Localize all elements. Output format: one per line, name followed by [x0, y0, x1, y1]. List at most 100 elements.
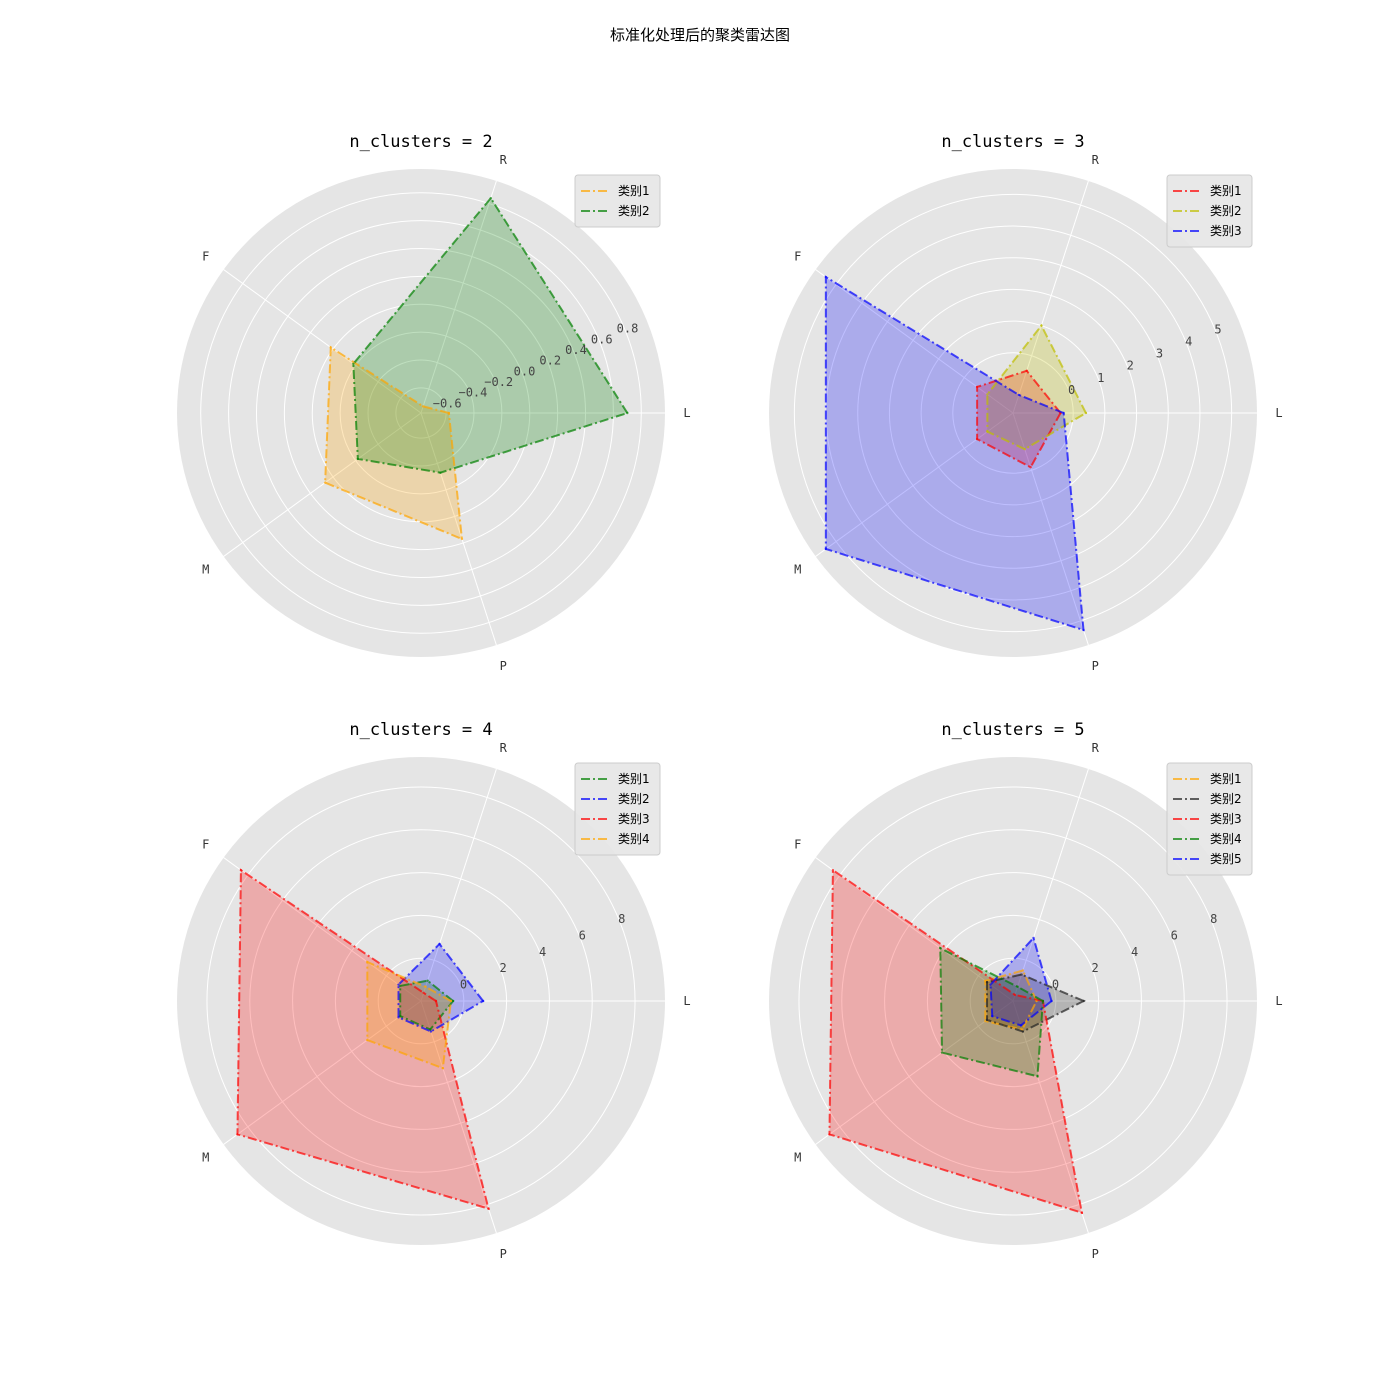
axis-label-f: F: [202, 838, 209, 852]
legend: 类别1 类别2 类别3 类别4 类别5: [1166, 762, 1253, 876]
spoke-m: [815, 1000, 1014, 1145]
series-3-point-p: [1080, 1211, 1083, 1214]
axis-label-p: P: [1092, 659, 1099, 673]
legend-label-2: 类别2: [1210, 204, 1242, 218]
radial-tick-label-6: 0.4: [565, 343, 587, 357]
radial-tick-label-3: −0.2: [484, 375, 513, 389]
series-line-3: [236, 868, 490, 1211]
spoke-f: [815, 857, 1014, 1002]
series-3-point-m: [828, 1133, 831, 1136]
series-line-3: [824, 275, 1085, 632]
legend-label-5: 类别5: [1210, 852, 1242, 866]
spoke-m: [223, 1000, 422, 1145]
axis-label-p: P: [500, 1247, 507, 1261]
series-2-point-r: [489, 196, 492, 200]
series-4-point-p: [441, 1066, 445, 1070]
series-4-point-l: [1041, 999, 1045, 1003]
series-1-point-f: [975, 385, 979, 389]
series-2-point-m: [986, 430, 989, 433]
series-4-point-r: [424, 985, 427, 988]
series-1-point-r: [1021, 969, 1025, 972]
axis-label-m: M: [202, 562, 209, 576]
figure-suptitle: 标准化处理后的聚类雷达图: [610, 26, 790, 44]
series-5-point-r: [1032, 936, 1035, 940]
series-line-1: [976, 369, 1062, 469]
radar-panel-2: L R F M P 0 1 2 3 4 5 n_clusters = 3 类别1 类别2 类别3: [769, 132, 1283, 673]
legend-label-4: 类别4: [1210, 832, 1242, 846]
spoke-m: [815, 412, 1014, 557]
series-2-point-f: [397, 983, 400, 986]
axis-label-m: M: [794, 1150, 801, 1164]
spoke-r: [420, 180, 497, 414]
series-1-point-m: [323, 481, 327, 484]
spoke-p: [1012, 412, 1089, 646]
series-line-2: [397, 942, 485, 1033]
series-2-point-m: [397, 1016, 400, 1019]
series-2-point-p: [429, 1030, 433, 1033]
series-1-point-l: [451, 999, 455, 1003]
series-2-point-r: [1040, 324, 1043, 327]
series-2-point-p: [1021, 1030, 1025, 1033]
series-4-point-m: [366, 1038, 369, 1042]
series-2-point-f: [986, 393, 989, 396]
series-area-3: [829, 870, 1082, 1213]
panel-title: n_clusters = 3: [941, 132, 1084, 152]
spoke-p: [420, 412, 497, 646]
series-1-point-f: [984, 979, 987, 983]
series-2-point-l: [481, 999, 485, 1003]
series-5-point-f: [989, 983, 992, 986]
series-3-point-p: [1082, 628, 1085, 632]
series-4-point-r: [1016, 985, 1019, 988]
radial-tick-label-1: 0: [460, 978, 467, 992]
legend-frame: [574, 762, 661, 856]
axis-label-l: L: [683, 406, 690, 420]
series-line-2: [352, 196, 629, 474]
spoke-f: [815, 269, 1014, 414]
axis-label-f: F: [794, 250, 801, 264]
legend-label-1: 类别1: [1210, 184, 1242, 198]
panel-title: n_clusters = 4: [349, 720, 492, 740]
series-5-point-l: [1050, 999, 1053, 1003]
radial-tick-label-5: 4: [1185, 334, 1192, 348]
series-4-point-l: [449, 999, 453, 1003]
series-1-point-m: [984, 1019, 987, 1023]
axis-label-p: P: [1092, 1247, 1099, 1261]
series-1-point-m: [975, 437, 979, 441]
series-1-point-f: [399, 984, 402, 988]
axis-label-m: M: [202, 1150, 209, 1164]
series-5-point-m: [991, 1014, 994, 1018]
series-area-4: [367, 962, 451, 1069]
series-area-2: [398, 944, 484, 1032]
spoke-r: [1012, 768, 1089, 1002]
radial-tick-label-2: −0.4: [458, 386, 487, 400]
radial-tick-label-3: 4: [1131, 945, 1138, 959]
series-line-4: [939, 946, 1045, 1078]
series-3-point-p: [487, 1207, 490, 1210]
spoke-r: [1012, 180, 1089, 414]
series-2-point-l: [1084, 411, 1088, 415]
radial-tick-label-5: 8: [1210, 912, 1217, 926]
series-3-point-r: [1013, 993, 1017, 997]
panel-title: n_clusters = 2: [349, 132, 492, 152]
legend: 类别1 类别2 类别3: [1166, 174, 1253, 248]
series-area-1: [985, 970, 1037, 1030]
spoke-p: [1012, 1000, 1089, 1234]
radial-tick-label-8: 0.8: [617, 322, 639, 336]
series-4-point-m: [940, 1051, 944, 1054]
series-1-point-r: [421, 405, 425, 408]
spoke-m: [223, 412, 422, 557]
series-1-point-l: [447, 411, 451, 415]
series-line-2: [986, 323, 1088, 451]
series-3-point-f: [239, 868, 243, 872]
radial-tick-label-3: 4: [539, 945, 546, 959]
legend-label-2: 类别2: [618, 204, 650, 218]
axis-label-r: R: [500, 741, 508, 755]
series-2-point-p: [1023, 447, 1026, 451]
series-2-point-l: [626, 411, 629, 415]
legend-frame: [1166, 762, 1253, 876]
series-2-point-l: [1082, 999, 1085, 1003]
radial-tick-label-4: 0.0: [514, 364, 536, 378]
legend-label-1: 类别1: [618, 184, 650, 198]
series-2-point-f: [352, 362, 355, 366]
